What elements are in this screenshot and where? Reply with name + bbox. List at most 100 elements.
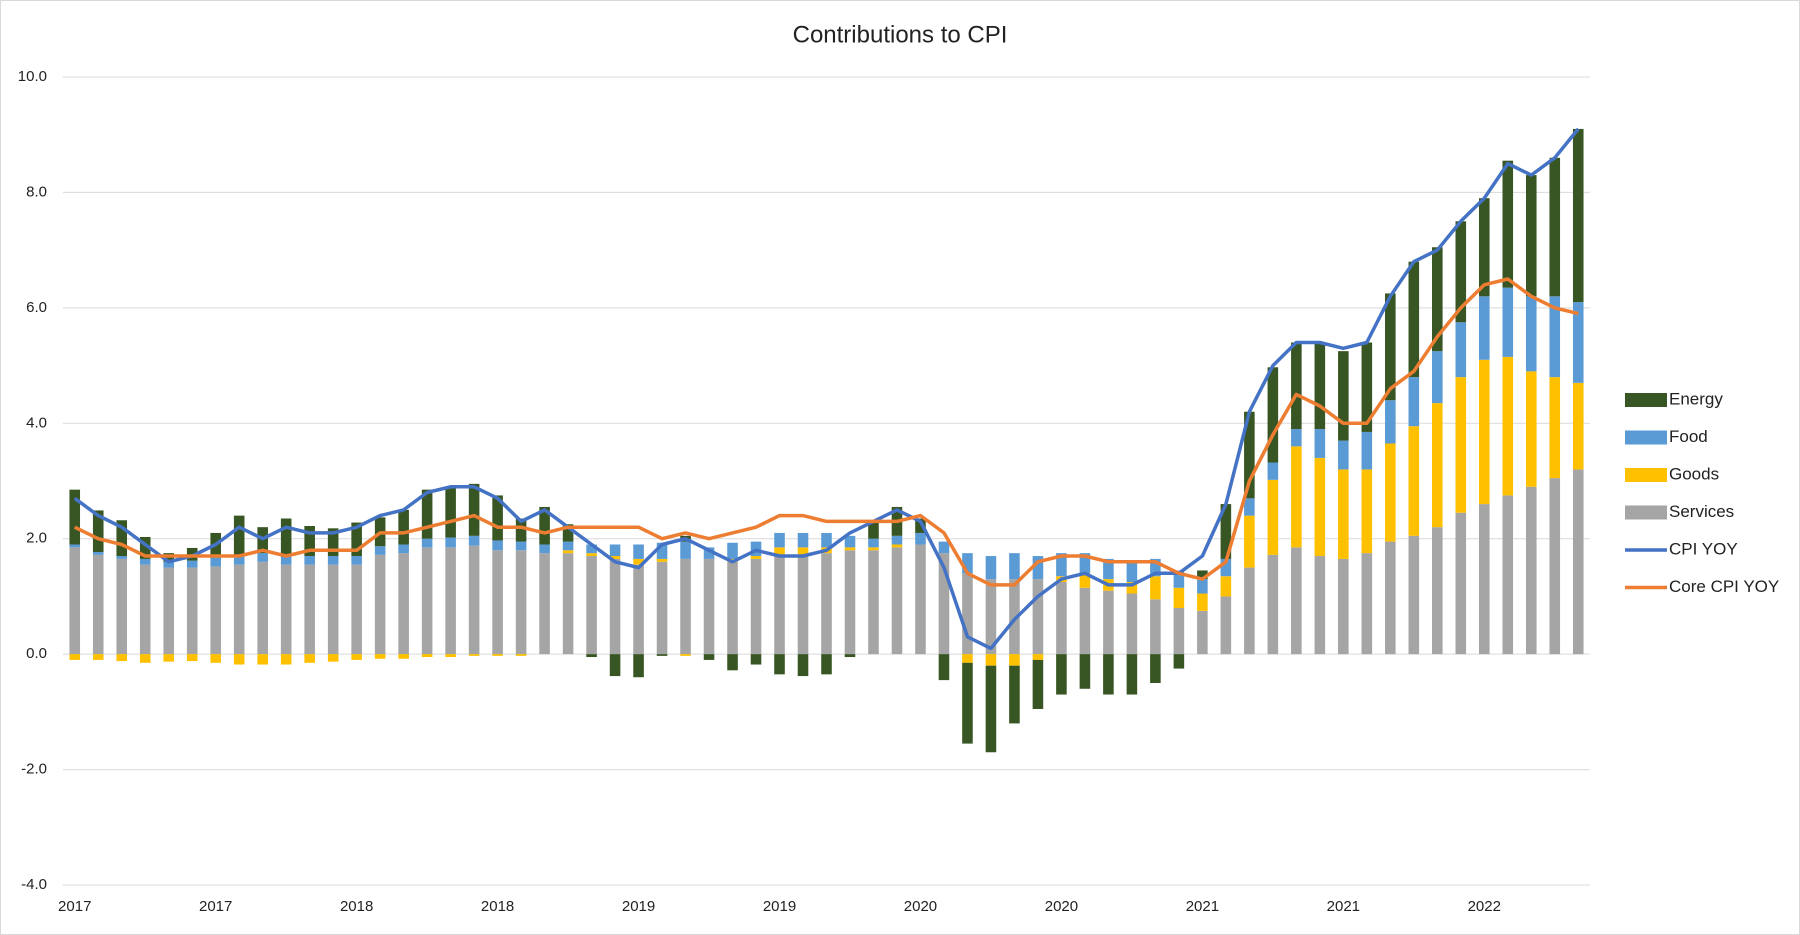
bar-segment [1408, 261, 1420, 378]
bar-segment [327, 654, 339, 662]
bar-segment [468, 483, 480, 536]
bar-segment [1455, 221, 1467, 323]
bar-segment [656, 654, 668, 656]
bar-segment [398, 509, 409, 545]
bar-segment [351, 654, 362, 660]
bar-segment [116, 556, 128, 559]
bar-segment [1385, 400, 1396, 444]
bar-segment [1549, 296, 1561, 378]
bar-segment [139, 654, 151, 663]
bar-segment [915, 544, 926, 655]
bar-segment [1502, 287, 1514, 357]
bar-segment [1549, 478, 1561, 655]
bar-segment [1338, 469, 1349, 559]
bar-segment [633, 558, 644, 565]
bar-segment [562, 550, 574, 554]
bar-segment [938, 541, 950, 554]
legend-swatch [1625, 468, 1667, 482]
y-tick-label: 4.0 [26, 414, 47, 431]
bar-segment [962, 553, 973, 574]
y-tick-label: 0.0 [26, 645, 47, 662]
bar-segment [774, 532, 785, 548]
legend-label: Goods [1669, 464, 1719, 483]
bar-segment [515, 654, 527, 656]
bar-segment [703, 654, 715, 660]
bar-segment [1408, 535, 1420, 655]
bar-segment [985, 556, 997, 580]
bar-segment [680, 558, 691, 655]
bar-segment [421, 654, 433, 658]
bar-segment [186, 567, 198, 655]
bar-segment [280, 556, 292, 565]
bar-segment [539, 506, 550, 545]
legend-swatch [1625, 393, 1667, 407]
bar-segment [915, 518, 926, 533]
bar-segment [539, 553, 550, 655]
bar-segment [233, 654, 245, 665]
bar-segment [562, 541, 574, 551]
bar-segment [1385, 443, 1396, 542]
bar-segment [1572, 302, 1584, 383]
bar-segment [1197, 579, 1208, 594]
bar-segment [633, 564, 644, 655]
bar-segment [586, 556, 597, 655]
bar-segment [633, 544, 644, 559]
x-tick-label: 2021 [1327, 898, 1360, 915]
bar-segment [1291, 429, 1302, 447]
bar-segment [797, 532, 809, 548]
bar-segment [374, 654, 386, 659]
bar-segment [1385, 293, 1396, 401]
bar-segment [1525, 371, 1537, 487]
bar-segment [421, 489, 433, 539]
bar-segment [1455, 512, 1467, 655]
bar-segment [962, 654, 973, 663]
bar-segment [1338, 440, 1349, 470]
bar-segment [1314, 342, 1326, 430]
x-tick-label: 2020 [1045, 898, 1078, 915]
bar-segment [374, 546, 386, 555]
bar-segment [797, 547, 809, 557]
legend-label: Services [1669, 502, 1734, 521]
bar-segment [327, 556, 339, 565]
bar-segment [1432, 351, 1443, 404]
bar-segment [1032, 659, 1044, 709]
y-tick-label: 10.0 [18, 68, 47, 85]
bar-segment [727, 542, 738, 559]
bar-segment [280, 518, 292, 557]
bar-segment [304, 526, 315, 557]
bar-segment [445, 654, 456, 658]
bar-segment [492, 654, 503, 656]
bar-segment [515, 541, 527, 551]
bar-segment [163, 567, 175, 655]
bar-segment [609, 544, 621, 557]
bar-segment [421, 547, 433, 655]
bar-segment [163, 561, 175, 568]
bar-segment [844, 535, 856, 548]
bar-segment [116, 654, 128, 662]
bar-segment [1432, 527, 1443, 655]
bar-segment [1103, 654, 1114, 695]
bar-segment [351, 522, 362, 557]
bar-segment [1150, 576, 1161, 600]
bar-segment [774, 654, 785, 675]
bar-segment [1314, 429, 1326, 458]
bar-segment [562, 553, 574, 655]
bar-segment [1244, 567, 1255, 655]
bar-segment [445, 537, 456, 548]
bar-segment [1197, 610, 1208, 655]
bar-segment [1079, 587, 1091, 655]
bar-segment [891, 544, 903, 548]
bar-segment [492, 550, 503, 655]
bar-segment [1502, 160, 1514, 288]
bar-segment [139, 564, 151, 655]
bar-segment [327, 564, 339, 655]
bar-segment [844, 547, 856, 551]
bar-segment [609, 556, 621, 559]
bar-segment [1267, 479, 1279, 555]
bar-segment [1361, 342, 1373, 432]
chart-title: Contributions to CPI [793, 21, 1008, 48]
bar-segment [69, 489, 81, 545]
bar-segment [280, 564, 292, 655]
